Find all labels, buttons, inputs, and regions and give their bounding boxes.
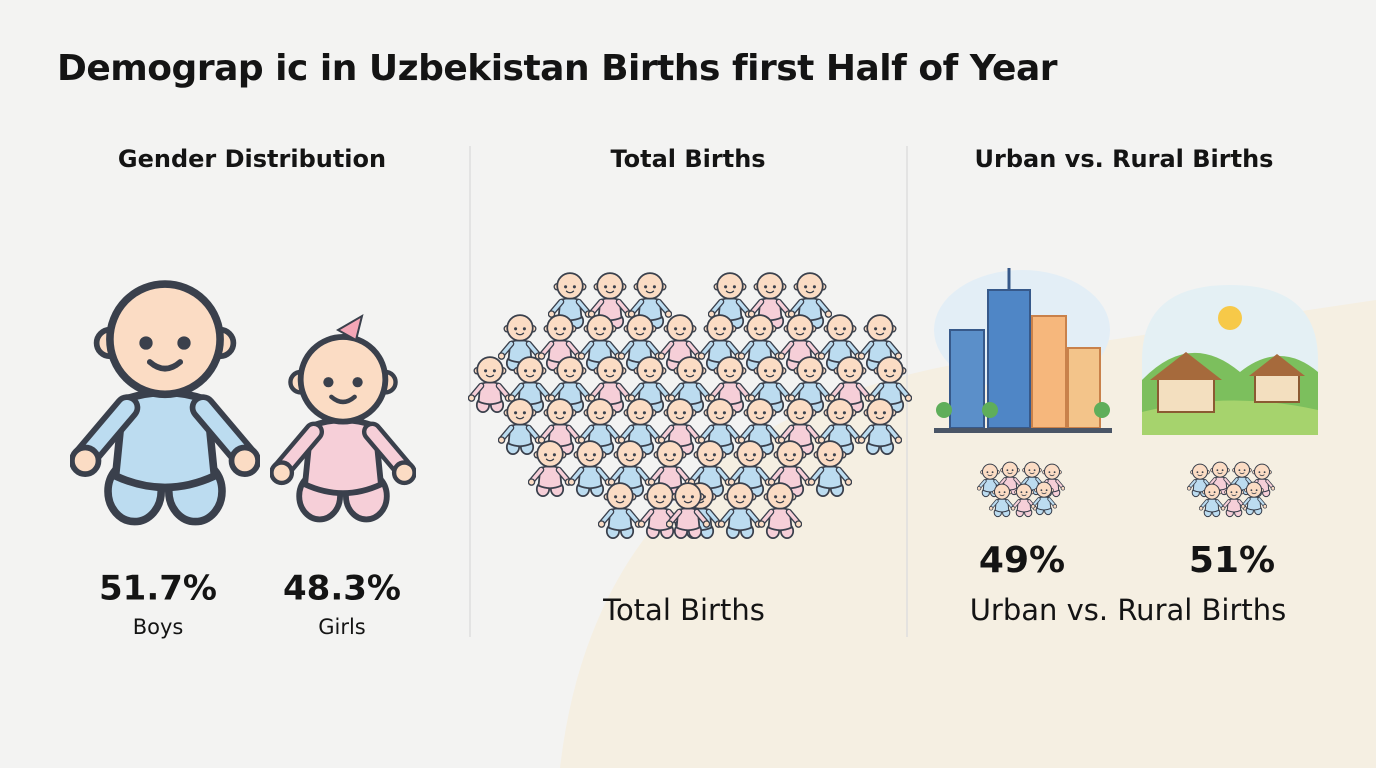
baby-icon — [468, 357, 511, 412]
stat-value: 49% — [979, 540, 1065, 581]
bow — [335, 313, 364, 342]
boy-icon — [72, 284, 258, 521]
stat-value: 51.7% — [99, 569, 217, 609]
section-heading: Urban vs. Rural Births — [975, 145, 1274, 173]
girl-icon — [271, 337, 414, 520]
section-heading: Gender Distribution — [118, 145, 386, 173]
title: Demograp ic in Uzbekistan Births first H… — [57, 48, 1058, 89]
stat-label: Girls — [318, 615, 366, 639]
stat-label: Boys — [133, 615, 184, 639]
caption: Total Births — [602, 593, 765, 627]
stat-value: 51% — [1189, 540, 1275, 581]
caption: Urban vs. Rural Births — [970, 593, 1287, 627]
city-illustration — [934, 268, 1112, 433]
rural-illustration — [1142, 285, 1318, 435]
stat-value: 48.3% — [283, 569, 401, 609]
section-heading: Total Births — [610, 145, 765, 173]
